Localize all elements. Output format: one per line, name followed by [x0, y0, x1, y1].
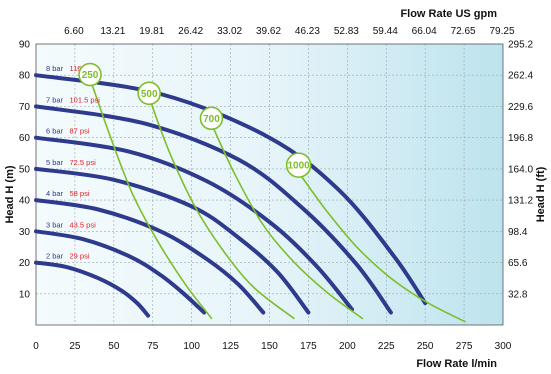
y-tick-label: 90: [19, 40, 31, 51]
x-tick-label: 200: [339, 341, 356, 352]
pressure-curves: [34, 73, 428, 318]
x-tick-label: 275: [456, 341, 473, 352]
rpm-badge: [285, 152, 312, 178]
x2-tick-label: 59.44: [373, 26, 398, 37]
x2-tick-label: 72.65: [451, 26, 476, 37]
x2-tick-label: 52.83: [334, 26, 359, 37]
y-tick-label: 30: [19, 227, 31, 238]
x2-tick-label: 79.25: [489, 26, 514, 37]
y2-tick-label: 131.2: [508, 196, 533, 207]
rpm-curves: [91, 84, 466, 323]
x-tick-label: 75: [147, 341, 159, 352]
x2-tick-label: 13.21: [100, 26, 125, 37]
y-tick-label: 50: [19, 164, 31, 175]
pressure-curve: [34, 260, 151, 318]
x2-tick-label: 39.62: [256, 26, 281, 37]
rpm-curve: [299, 174, 466, 323]
x-tick-label: 50: [108, 341, 120, 352]
pressure-curve: [34, 135, 354, 312]
pressure-curve: [34, 73, 428, 306]
pressure-label-bar: 4 bar: [46, 189, 64, 198]
x2-tick-label: 26.42: [178, 26, 203, 37]
x-tick-label: 125: [222, 341, 239, 352]
axis-ticks: 0 25 50 75 100 125 150 175 200 225 250 275 300 10 20 30…: [19, 26, 534, 352]
rpm-badge-label: 700: [203, 114, 220, 125]
right-axis-title: Head H (ft): [535, 166, 547, 222]
pressure-label-psi: 43.5 psi: [70, 220, 97, 229]
rpm-badge-label: 500: [141, 89, 158, 100]
x-tick-label: 225: [378, 341, 395, 352]
x2-tick-label: 66.04: [412, 26, 437, 37]
y-tick-label: 20: [19, 258, 31, 269]
rpm-badge: [78, 62, 102, 87]
rpm-badge: [137, 81, 161, 106]
pressure-label-bar: 8 bar: [46, 64, 64, 73]
y-tick-label: 40: [19, 196, 31, 207]
rpm-badge-label: 1000: [288, 161, 311, 172]
x-tick-label: 300: [495, 341, 512, 352]
y2-tick-label: 164.0: [508, 164, 533, 175]
rpm-badge: [199, 106, 224, 131]
grid-lines: [36, 44, 503, 325]
x2-tick-label: 19.81: [139, 26, 164, 37]
y2-tick-label: 196.8: [508, 133, 533, 144]
y-tick-label: 80: [19, 71, 31, 82]
x-tick-label: 25: [69, 341, 81, 352]
y2-tick-label: 98.4: [508, 227, 528, 238]
y-tick-label: 10: [19, 289, 31, 300]
rpm-curve: [150, 103, 295, 320]
y2-tick-label: 229.6: [508, 102, 533, 113]
x-tick-label: 150: [261, 341, 278, 352]
y-axis-title: Head H (m): [4, 165, 16, 223]
pressure-curve: [34, 229, 207, 315]
y2-tick-label: 65.6: [508, 258, 528, 269]
x-axis-title: Flow Rate l/min: [416, 358, 497, 370]
rpm-curve: [212, 127, 364, 320]
rpm-badge-label: 250: [82, 70, 99, 81]
curve-labels: 2 bar 29 psi 3 bar 43.5 psi 4 bar 58 psi 5 bar…: [46, 62, 312, 261]
pressure-label-bar: 7 bar: [46, 95, 64, 104]
x-tick-label: 175: [300, 341, 317, 352]
pressure-curve: [34, 104, 393, 315]
x-tick-label: 0: [33, 341, 39, 352]
x2-tick-label: 6.60: [64, 26, 84, 37]
pressure-curve: [34, 166, 311, 315]
pressure-label-bar: 5 bar: [46, 158, 64, 167]
y-tick-label: 60: [19, 133, 31, 144]
pressure-label-psi: 72.5 psi: [70, 158, 97, 167]
pressure-label-bar: 3 bar: [46, 220, 64, 229]
x2-tick-label: 46.23: [295, 26, 320, 37]
y2-tick-label: 262.4: [508, 71, 533, 82]
y2-tick-label: 295.2: [508, 40, 533, 51]
top-axis-title: Flow Rate US gpm: [400, 8, 497, 20]
plot-frame: [35, 43, 504, 326]
rpm-curve: [91, 84, 213, 320]
x-tick-label: 250: [417, 341, 434, 352]
pressure-label-psi: 58 psi: [70, 189, 90, 198]
pressure-label-psi: 29 psi: [70, 252, 90, 261]
x-tick-label: 100: [183, 341, 200, 352]
pressure-label-bar: 6 bar: [46, 127, 64, 136]
pressure-label-bar: 2 bar: [46, 252, 64, 261]
x2-tick-label: 33.02: [217, 26, 242, 37]
pressure-label-psi: 87 psi: [70, 127, 90, 136]
pressure-curve: [34, 198, 266, 315]
y2-tick-label: 32.8: [508, 289, 528, 300]
pressure-label-psi: 101.5 psi: [70, 95, 101, 104]
y-tick-label: 70: [19, 102, 31, 113]
